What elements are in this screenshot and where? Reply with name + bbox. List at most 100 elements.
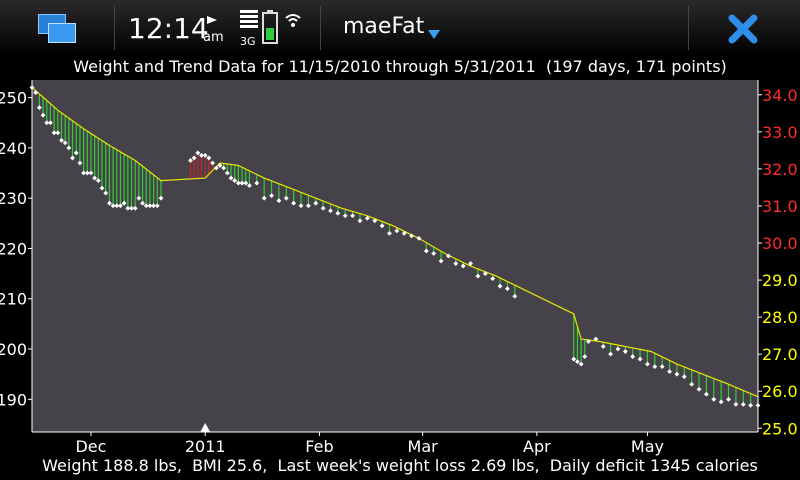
- summary-line: Weight 188.8 lbs, BMI 25.6, Last week's …: [42, 456, 758, 475]
- signal-icon: [240, 10, 258, 34]
- weight-point: [228, 175, 234, 181]
- weight-point: [497, 283, 503, 289]
- left-tick-label: 220: [0, 239, 27, 258]
- weight-point: [221, 165, 227, 171]
- weight-point: [88, 170, 94, 176]
- bottom-tick-label: 2011: [185, 437, 226, 456]
- weight-point: [387, 230, 392, 236]
- right-tick-label: 30.0: [762, 234, 798, 253]
- weight-point: [512, 293, 518, 299]
- deviation-stems: [35, 90, 759, 406]
- weight-point: [151, 203, 157, 209]
- weight-point: [379, 223, 385, 229]
- weight-point: [158, 195, 164, 201]
- weight-point: [73, 150, 79, 156]
- weight-point: [36, 105, 42, 111]
- app-menu-title[interactable]: maeFat: [343, 14, 425, 39]
- weight-point: [482, 271, 488, 276]
- weight-point: [44, 120, 50, 126]
- weight-point: [276, 198, 282, 204]
- weight-point: [110, 203, 116, 209]
- left-tick-label: 250: [0, 89, 27, 108]
- bottom-tick-label: May: [631, 437, 664, 456]
- weight-point: [704, 391, 709, 397]
- weight-point: [51, 130, 57, 136]
- weight-point: [103, 190, 109, 196]
- wifi-icon: [284, 12, 302, 28]
- divider: [114, 6, 115, 50]
- weight-point: [575, 359, 580, 364]
- weight-point: [733, 401, 739, 407]
- weight-point: [195, 150, 201, 156]
- weight-point: [689, 381, 695, 387]
- weight-point: [313, 200, 319, 206]
- weight-point: [92, 175, 98, 181]
- am-pm-label: am: [203, 30, 224, 45]
- clock[interactable]: 12:14: [128, 12, 209, 45]
- weight-point: [232, 178, 238, 183]
- bottom-tick-label: Apr: [523, 437, 551, 456]
- task-switcher-icon[interactable]: [38, 14, 78, 44]
- plot-area: [32, 80, 758, 432]
- right-tick-label: 32.0: [762, 160, 798, 179]
- right-tick-label: 31.0: [762, 197, 798, 216]
- weight-point: [136, 195, 142, 201]
- weight-point: [40, 112, 46, 118]
- weight-point: [243, 180, 249, 186]
- right-tick-label: 33.0: [762, 123, 798, 142]
- weight-point: [401, 230, 407, 236]
- weight-point: [202, 153, 208, 158]
- weight-point: [70, 155, 75, 161]
- weight-point: [235, 180, 241, 186]
- weight-point: [191, 155, 197, 161]
- weight-point: [667, 369, 672, 375]
- weight-point: [132, 205, 138, 211]
- weight-point: [438, 258, 444, 264]
- weight-point: [305, 203, 311, 209]
- weight-point: [364, 215, 370, 221]
- year-marker-icon: [200, 423, 211, 432]
- weight-point: [247, 183, 252, 188]
- weight-point: [460, 263, 466, 269]
- close-icon[interactable]: [728, 14, 758, 44]
- bottom-tick-label: Mar: [408, 437, 439, 456]
- weight-point: [600, 344, 606, 349]
- weight-point: [239, 180, 245, 186]
- weight-point: [468, 261, 473, 266]
- left-tick-label: 200: [0, 340, 27, 359]
- weight-point: [394, 228, 400, 234]
- weight-point: [269, 193, 274, 199]
- dropdown-arrow-icon[interactable]: [428, 25, 440, 39]
- trend-line: [31, 87, 759, 398]
- weight-point: [291, 200, 297, 206]
- weight-points: [29, 85, 761, 408]
- weight-point: [106, 200, 112, 206]
- weight-point: [59, 137, 64, 143]
- weight-point: [84, 170, 90, 176]
- weight-point: [118, 203, 123, 209]
- weight-point: [224, 170, 230, 176]
- weight-point: [55, 130, 61, 136]
- weight-point: [431, 251, 437, 256]
- weight-point: [409, 233, 414, 239]
- right-tick-label: 34.0: [762, 86, 798, 105]
- right-axis: 25.0 26.0 27.0 28.0 29.0 30.0 31.0 32.0 33.0 34.0: [757, 80, 798, 438]
- weight-point: [81, 170, 86, 176]
- right-tick-label: 28.0: [762, 308, 798, 327]
- weight-point: [718, 399, 724, 405]
- weight-point: [674, 371, 680, 377]
- weight-point: [659, 364, 665, 370]
- weight-point: [66, 145, 72, 151]
- weight-point: [357, 218, 363, 224]
- weight-point: [748, 402, 754, 408]
- weight-point: [33, 90, 39, 95]
- weight-point: [77, 160, 83, 166]
- weight-point: [320, 205, 326, 211]
- right-tick-label: 25.0: [762, 419, 798, 438]
- left-tick-label: 230: [0, 189, 27, 208]
- weight-point: [217, 163, 223, 168]
- weight-point: [711, 396, 717, 402]
- weight-point: [622, 349, 628, 354]
- weight-point: [423, 248, 429, 254]
- weight-point: [586, 339, 591, 344]
